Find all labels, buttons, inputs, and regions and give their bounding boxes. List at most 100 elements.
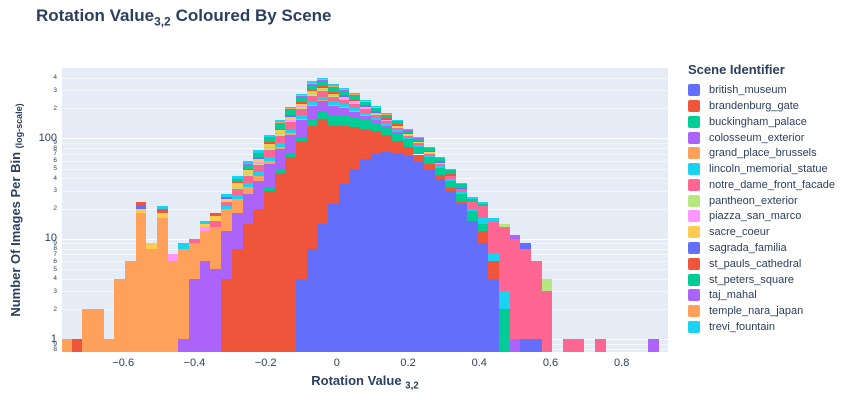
bar-segment-lincoln_memorial_statue[interactable] — [285, 129, 296, 134]
legend-item-buckingham_palace[interactable]: buckingham_palace — [688, 115, 866, 128]
bar-segment-taj_mahal[interactable] — [306, 83, 318, 86]
bar-segment-pantheon_exterior[interactable] — [498, 224, 510, 228]
bar-segment-notre_dame_front_facade[interactable] — [392, 127, 403, 130]
legend-item-temple_nara_japan[interactable]: temple_nara_japan — [688, 305, 866, 318]
bar-segment-taj_mahal[interactable] — [413, 137, 425, 139]
bar-segment-colosseum_exterior[interactable] — [306, 105, 318, 120]
legend-item-british_museum[interactable]: british_museum — [688, 84, 866, 97]
bar-segment-colosseum_exterior[interactable] — [210, 269, 222, 352]
bar-segment-notre_dame_front_facade[interactable] — [327, 97, 339, 103]
bar-segment-pantheon_exterior[interactable] — [231, 188, 243, 190]
bar-segment-trevi_fountain[interactable] — [221, 193, 232, 198]
bar-segment-trevi_fountain[interactable] — [327, 84, 339, 86]
legend-item-notre_dame_front_facade[interactable]: notre_dame_front_facade — [688, 178, 866, 191]
bar-segment-buckingham_palace[interactable] — [263, 188, 275, 191]
legend-item-brandenburg_gate[interactable]: brandenburg_gate — [688, 99, 866, 112]
bar-segment-buckingham_palace[interactable] — [445, 180, 457, 189]
bar-segment-notre_dame_front_facade[interactable] — [498, 227, 510, 292]
bar-segment-pantheon_exterior[interactable] — [317, 90, 328, 92]
bar-segment-st_pauls_cathedral[interactable] — [157, 208, 168, 214]
bar-segment-buckingham_palace[interactable] — [434, 167, 446, 176]
bar-segment-sagrada_familia[interactable] — [338, 95, 350, 97]
bar-segment-st_peters_square[interactable] — [360, 102, 371, 106]
bar-segment-colosseum_exterior[interactable] — [338, 107, 350, 116]
bar-segment-sagrada_familia[interactable] — [253, 157, 264, 159]
bar-segment-lincoln_memorial_statue[interactable] — [402, 137, 414, 140]
bar-segment-notre_dame_front_facade[interactable] — [381, 120, 393, 124]
bar-segment-notre_dame_front_facade[interactable] — [573, 339, 585, 352]
bar-segment-lincoln_memorial_statue[interactable] — [466, 208, 478, 211]
legend-item-piazza_san_marco[interactable]: piazza_san_marco — [688, 210, 866, 223]
bar-segment-sagrada_familia[interactable] — [424, 151, 435, 153]
bar-segment-buckingham_palace[interactable] — [317, 112, 328, 120]
bar-segment-buckingham_palace[interactable] — [274, 169, 286, 174]
bar-segment-st_peters_square[interactable] — [295, 97, 307, 103]
bar-segment-st_peters_square[interactable] — [392, 121, 403, 125]
bar-segment-trevi_fountain[interactable] — [295, 93, 307, 96]
bar-segment-sagrada_familia[interactable] — [349, 100, 360, 101]
bar-segment-notre_dame_front_facade[interactable] — [595, 339, 606, 352]
bar-segment-sacre_coeur[interactable] — [210, 215, 222, 222]
bar-segment-st_peters_square[interactable] — [306, 85, 318, 90]
bar-segment-sagrada_familia[interactable] — [381, 118, 393, 120]
bar-segment-sagrada_familia[interactable] — [295, 103, 307, 104]
bar-segment-buckingham_palace[interactable] — [477, 224, 489, 231]
bar-segment-notre_dame_front_facade[interactable] — [360, 109, 371, 113]
bar-segment-pantheon_exterior[interactable] — [285, 120, 296, 123]
bar-segment-piazza_san_marco[interactable] — [199, 227, 211, 231]
bar-segment-piazza_san_marco[interactable] — [253, 162, 264, 164]
bar-segment-sagrada_familia[interactable] — [306, 90, 318, 92]
bar-segment-st_peters_square[interactable] — [263, 138, 275, 143]
bar-segment-colosseum_exterior[interactable] — [317, 100, 328, 113]
bar-segment-pantheon_exterior[interactable] — [253, 163, 264, 166]
bar-segment-grand_place_brussels[interactable] — [263, 161, 275, 164]
bar-segment-taj_mahal[interactable] — [285, 108, 296, 111]
bar-segment-brandenburg_gate[interactable] — [424, 164, 435, 171]
bar-segment-lincoln_memorial_statue[interactable] — [306, 101, 318, 106]
bar-segment-temple_nara_japan[interactable] — [381, 114, 393, 115]
bar-segment-british_museum[interactable] — [349, 168, 360, 352]
bar-segment-taj_mahal[interactable] — [242, 164, 254, 166]
bar-segment-notre_dame_front_facade[interactable] — [488, 221, 499, 255]
bar-segment-sacre_coeur[interactable] — [306, 91, 318, 94]
bar-segment-st_peters_square[interactable] — [285, 110, 296, 116]
bar-segment-taj_mahal[interactable] — [263, 137, 275, 139]
bar-segment-trevi_fountain[interactable] — [488, 218, 499, 222]
bar-segment-trevi_fountain[interactable] — [413, 137, 425, 138]
bar-segment-piazza_san_marco[interactable] — [327, 95, 339, 97]
bar-segment-notre_dame_front_facade[interactable] — [210, 221, 222, 228]
bar-segment-notre_dame_front_facade[interactable] — [477, 206, 489, 219]
bar-segment-st_pauls_cathedral[interactable] — [263, 142, 275, 144]
bar-segment-british_museum[interactable] — [360, 159, 371, 352]
bar-segment-piazza_san_marco[interactable] — [285, 119, 296, 121]
bar-segment-temple_nara_japan[interactable] — [285, 108, 296, 109]
bar-segment-notre_dame_front_facade[interactable] — [424, 153, 435, 156]
bar-segment-lincoln_memorial_statue[interactable] — [498, 291, 510, 310]
bar-segment-trevi_fountain[interactable] — [306, 81, 318, 83]
bar-segment-colosseum_exterior[interactable] — [178, 339, 190, 352]
bar-segment-piazza_san_marco[interactable] — [360, 107, 371, 109]
bar-segment-pantheon_exterior[interactable] — [263, 148, 275, 150]
bar-segment-colosseum_exterior[interactable] — [189, 278, 200, 352]
bar-segment-piazza_san_marco[interactable] — [338, 98, 350, 99]
bar-segment-british_museum[interactable] — [306, 248, 318, 352]
bar-segment-sagrada_familia[interactable] — [285, 116, 296, 117]
bar-segment-brandenburg_gate[interactable] — [370, 131, 382, 154]
bar-segment-trevi_fountain[interactable] — [445, 169, 457, 171]
bar-segment-pantheon_exterior[interactable] — [242, 174, 254, 177]
bar-segment-brandenburg_gate[interactable] — [306, 125, 318, 249]
bar-segment-temple_nara_japan[interactable] — [295, 95, 307, 96]
bar-segment-trevi_fountain[interactable] — [466, 197, 478, 199]
bar-segment-pantheon_exterior[interactable] — [274, 134, 286, 136]
bar-segment-st_peters_square[interactable] — [327, 88, 339, 93]
legend-item-grand_place_brussels[interactable]: grand_place_brussels — [688, 147, 866, 160]
bar-segment-colosseum_exterior[interactable] — [360, 115, 371, 120]
bar-segment-brandenburg_gate[interactable] — [456, 202, 467, 205]
bar-segment-grand_place_brussels[interactable] — [242, 186, 254, 194]
bar-segment-trevi_fountain[interactable] — [157, 206, 168, 209]
legend-item-colosseum_exterior[interactable]: colosseum_exterior — [688, 131, 866, 144]
legend-item-sagrada_familia[interactable]: sagrada_familia — [688, 242, 866, 254]
bar-segment-sacre_coeur[interactable] — [402, 133, 414, 135]
bar-segment-notre_dame_front_facade[interactable] — [189, 238, 200, 244]
bar-segment-lincoln_memorial_statue[interactable] — [338, 104, 350, 108]
